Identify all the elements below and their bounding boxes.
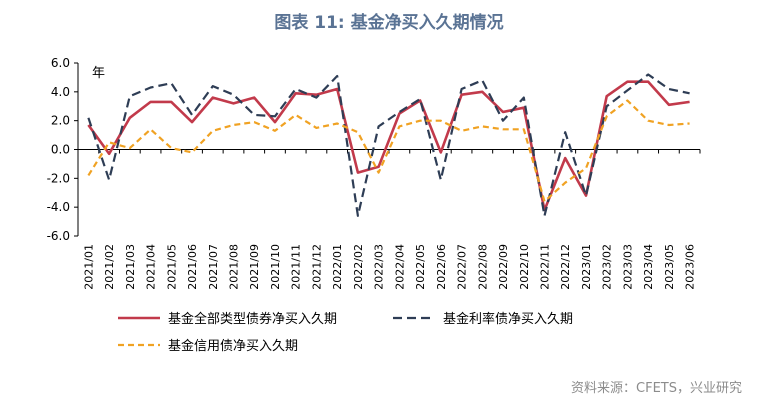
x-tick-label: 2022/06 [435, 244, 448, 290]
y-tick-label: 0.0 [51, 143, 70, 157]
x-tick-label: 2021/09 [248, 244, 261, 290]
x-tick-label: 2021/07 [207, 244, 220, 290]
x-tick-label: 2023/04 [642, 244, 655, 290]
x-tick-label: 2021/05 [165, 244, 178, 290]
series-line-2 [87, 73, 690, 217]
legend-label-2: 基金利率债净买入久期 [443, 311, 573, 327]
x-tick-label: 2022/11 [539, 244, 552, 290]
series-line-1 [87, 80, 690, 212]
series-lines [87, 73, 690, 217]
y-tick-label: -6.0 [47, 229, 70, 243]
x-tick-label: 2022/05 [414, 244, 427, 290]
x-tick-label: 2022/02 [352, 244, 365, 290]
series-line-3 [87, 99, 690, 203]
x-tick-label: 2021/10 [269, 244, 282, 290]
x-tick-label: 2022/03 [373, 244, 386, 290]
x-tick-label: 2021/11 [290, 244, 303, 290]
y-tick-label: 2.0 [51, 114, 70, 128]
x-tick-label: 2021/12 [310, 244, 323, 290]
source-note: 资料来源：CFETS，兴业研究 [571, 381, 742, 396]
y-tick-label: -2.0 [47, 171, 70, 185]
x-tick-label: 2021/03 [124, 244, 137, 290]
x-tick-label: 2022/08 [476, 244, 489, 290]
x-tick-label: 2021/08 [228, 244, 241, 290]
x-tick-label: 2022/09 [497, 244, 510, 290]
x-tick-label: 2021/04 [145, 244, 158, 290]
x-axis: 2021/01 2021/02 2021/03 2021/04 2021/05 2021/… [77, 149, 701, 290]
x-tick-label: 2022/04 [393, 244, 406, 290]
x-tick-label: 2023/02 [601, 244, 614, 290]
legend-label-3: 基金信用债净买入久期 [168, 338, 298, 354]
y-tick-label: -4.0 [47, 200, 70, 214]
y-unit-label: 年 [92, 66, 105, 81]
y-tick-label: 4.0 [51, 85, 70, 99]
x-tick-label: 2022/01 [331, 244, 344, 290]
x-tick-label: 2022/12 [559, 244, 572, 290]
y-axis: -6.0 -4.0 -2.0 0.0 2.0 4.0 6.0 [47, 56, 79, 243]
y-tick-label: 6.0 [51, 56, 70, 70]
x-tick-label: 2021/01 [82, 244, 95, 290]
x-tick-label: 2023/05 [663, 244, 676, 290]
x-tick-label: 2023/03 [621, 244, 634, 290]
x-tick-label: 2021/06 [186, 244, 199, 290]
x-tick-label: 2023/01 [580, 244, 593, 290]
x-tick-label: 2022/10 [518, 244, 531, 290]
legend-label-1: 基金全部类型债券净买入久期 [168, 311, 337, 327]
x-tick-label: 2021/02 [103, 244, 116, 290]
chart-title: 图表 11: 基金净买入久期情况 [274, 12, 503, 33]
x-tick-label: 2022/07 [456, 244, 469, 290]
x-tick-label: 2023/06 [684, 244, 697, 290]
